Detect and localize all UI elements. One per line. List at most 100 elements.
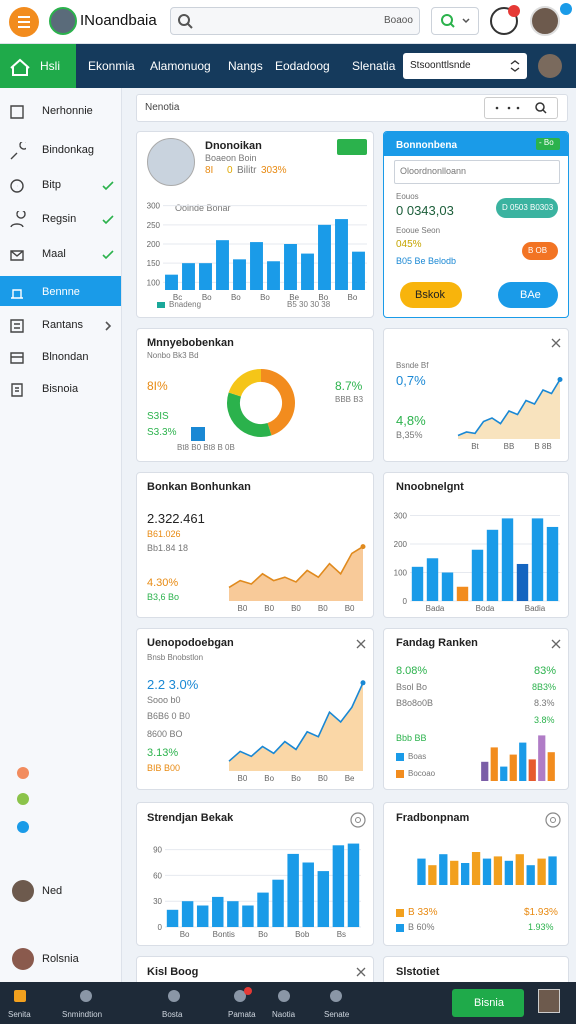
- bar: [411, 566, 424, 601]
- sidebar-active: [0, 276, 121, 306]
- primary-button[interactable]: [400, 282, 462, 308]
- donut-segment: [261, 369, 295, 436]
- bottom-icon[interactable]: [80, 990, 92, 1002]
- user-avatar[interactable]: [12, 948, 34, 970]
- growth-card: Uenopodoebgan Bnsb Bnobstlon 2.2 3.0% So…: [136, 628, 374, 790]
- y-tick-label: 30: [153, 897, 162, 906]
- form-pill: [496, 198, 558, 218]
- search-button[interactable]: [431, 7, 479, 35]
- sidebar-item[interactable]: Nerhonnie: [42, 105, 93, 117]
- bar: [318, 224, 331, 290]
- notification-badge: [508, 5, 520, 17]
- bar: [165, 274, 178, 290]
- bottom-item[interactable]: Bosta: [162, 1010, 183, 1019]
- nav-avatar[interactable]: [538, 54, 562, 78]
- nav-item[interactable]: Slenatia: [352, 59, 396, 73]
- icon-shape: [10, 250, 24, 261]
- bar: [242, 905, 254, 927]
- x-tick-label: BB: [504, 442, 515, 451]
- nav-item[interactable]: Nangs: [228, 59, 263, 73]
- sidebar-item[interactable]: Rantans: [42, 319, 83, 331]
- sidebar-item[interactable]: Blnondan: [42, 351, 89, 363]
- bottom-icon[interactable]: [278, 990, 290, 1002]
- nav-item[interactable]: Alamonuog: [150, 59, 211, 73]
- sidebar-item[interactable]: Bennne: [42, 286, 80, 298]
- menu-button[interactable]: [9, 7, 39, 37]
- close-icon[interactable]: [550, 638, 562, 650]
- bottom-item[interactable]: Senita: [8, 1010, 31, 1019]
- bar: [516, 563, 529, 601]
- profile-avatar: [147, 138, 195, 186]
- bar: [317, 871, 330, 927]
- card-subtitle: Bnsb Bnobstlon: [147, 653, 204, 662]
- primary-button-label[interactable]: Bskok: [415, 289, 445, 301]
- settings-icon[interactable]: [544, 811, 562, 829]
- bottom-button-label[interactable]: Bisnia: [474, 997, 504, 1009]
- nav-item[interactable]: Eodadoog: [275, 59, 330, 73]
- form-input-text: Oloordnonlloann: [400, 166, 467, 176]
- bottom-item[interactable]: Snmindtion: [62, 1010, 103, 1019]
- toolbar-search[interactable]: [484, 97, 558, 119]
- bottom-avatar[interactable]: [538, 989, 560, 1013]
- bottom-button[interactable]: [452, 989, 524, 1017]
- close-icon[interactable]: [355, 966, 367, 978]
- chart-footer: Bt8 B0 Bt8 B 0B: [177, 443, 235, 452]
- form-input[interactable]: [394, 160, 560, 184]
- bottom-item[interactable]: Pamata: [228, 1010, 256, 1019]
- stat: BBB B3: [335, 395, 364, 404]
- sidebar-icon: [11, 289, 23, 299]
- settings-icon[interactable]: [349, 811, 367, 829]
- sidebar-item[interactable]: Bisnoia: [42, 383, 79, 395]
- nav-item[interactable]: Ekonmia: [88, 59, 135, 73]
- donut-chart: [227, 369, 295, 437]
- select-arrows: [510, 60, 520, 72]
- nav-home[interactable]: [0, 44, 76, 88]
- y-tick-label: 90: [153, 846, 162, 855]
- bar: [257, 892, 269, 927]
- stat: $1.93%: [524, 907, 558, 918]
- stat: S3.3%: [147, 427, 177, 438]
- user-avatar[interactable]: [530, 6, 560, 36]
- stat: 1.93%: [528, 922, 554, 932]
- sidebar-user[interactable]: Rolsnia: [42, 953, 79, 965]
- x-tick-label: Bs: [337, 930, 346, 939]
- sidebar-item[interactable]: Bindonkag: [42, 144, 94, 156]
- user-avatar[interactable]: [12, 880, 34, 902]
- nav-home-label[interactable]: Hsli: [40, 59, 60, 73]
- donut-segment: [228, 369, 261, 397]
- form-pill-text: D 0503 B0303: [502, 203, 554, 212]
- bar: [250, 242, 263, 290]
- secondary-button[interactable]: [498, 282, 558, 308]
- area-fill: [458, 379, 560, 439]
- nav-select[interactable]: [403, 53, 527, 79]
- sidebar-item[interactable]: Maal: [42, 248, 66, 260]
- sidebar-user[interactable]: Ned: [42, 885, 63, 897]
- sidebar-item[interactable]: Bitp: [42, 179, 61, 191]
- bottom-icon[interactable]: [14, 990, 26, 1002]
- close-icon[interactable]: [355, 638, 367, 650]
- stat: Sooo b0: [147, 695, 181, 705]
- chevron: [105, 321, 112, 331]
- bar: [471, 852, 481, 885]
- bottom-icon[interactable]: [168, 990, 180, 1002]
- profile-card: Dnonoikan Boaeon Boin 8I 0 Bilitr 303% O…: [136, 131, 374, 318]
- search-box[interactable]: [170, 7, 420, 35]
- bar: [526, 865, 535, 885]
- bottom-icon[interactable]: [234, 990, 246, 1002]
- sidebar-item[interactable]: Regsin: [42, 213, 77, 225]
- x-tick-label: B0: [291, 604, 301, 613]
- sidebar: [0, 88, 122, 982]
- secondary-button-label[interactable]: BAe: [520, 289, 541, 301]
- bottom-icon[interactable]: [330, 990, 342, 1002]
- x-tick-label: Be: [345, 774, 355, 783]
- line-end: [557, 377, 563, 382]
- close-icon[interactable]: [550, 337, 562, 349]
- bar-card: Nnoobnelgnt 0 100 200 300 Bada Boda Badia: [383, 472, 569, 618]
- home-icon: [10, 58, 30, 76]
- y-tick-label: 300: [147, 202, 161, 211]
- x-tick-label: Bo: [260, 293, 270, 302]
- bar: [426, 558, 439, 601]
- bottom-item[interactable]: Senate: [324, 1010, 350, 1019]
- bottom-item[interactable]: Naotia: [272, 1010, 296, 1019]
- x-tick-label: Bada: [426, 604, 445, 613]
